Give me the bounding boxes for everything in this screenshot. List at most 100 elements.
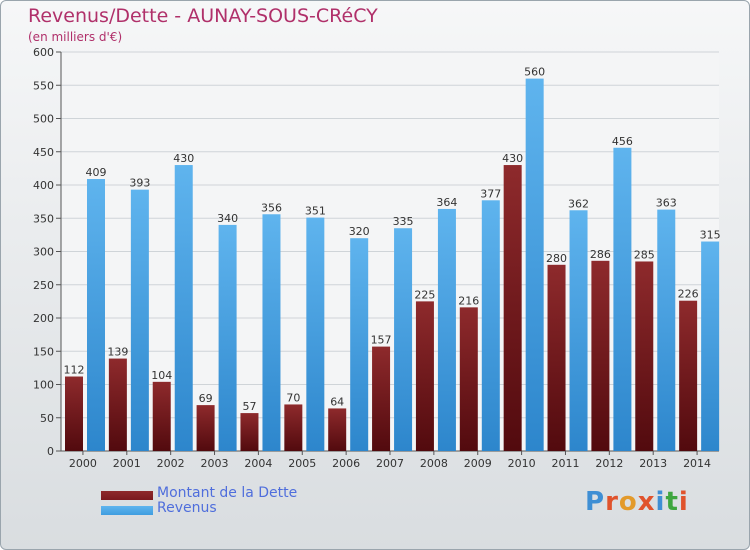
value-label-dette: 64 (330, 395, 344, 408)
bar-dette (459, 307, 478, 451)
value-label-revenus: 363 (656, 197, 677, 210)
y-tick-label: 200 (33, 312, 54, 325)
value-label-revenus: 335 (393, 215, 414, 228)
x-tick-label: 2005 (288, 457, 316, 470)
value-label-revenus: 430 (173, 152, 194, 165)
value-label-revenus: 315 (700, 229, 721, 242)
value-label-dette: 225 (414, 288, 435, 301)
bar-revenus (306, 217, 325, 451)
y-tick-label: 350 (33, 212, 54, 225)
x-tick-label: 2000 (69, 457, 97, 470)
x-tick-label: 2011 (551, 457, 579, 470)
value-label-revenus: 393 (129, 177, 150, 190)
chart-title: Revenus/Dette - AUNAY-SOUS-CRéCY (28, 5, 378, 27)
y-tick-label: 500 (33, 113, 54, 126)
x-tick-label: 2002 (157, 457, 185, 470)
y-tick-label: 100 (33, 379, 54, 392)
bar-dette (196, 405, 215, 451)
bar-revenus (525, 78, 544, 451)
value-label-dette: 112 (64, 364, 85, 377)
y-tick-label: 0 (47, 445, 54, 458)
legend-swatch-revenus (101, 506, 153, 515)
value-label-dette: 104 (151, 369, 172, 382)
value-label-revenus: 362 (568, 197, 589, 210)
value-label-revenus: 560 (524, 66, 545, 79)
bar-revenus (437, 208, 456, 451)
bar-dette (284, 404, 303, 451)
value-label-revenus: 356 (261, 201, 282, 214)
x-tick-label: 2008 (420, 457, 448, 470)
x-tick-label: 2013 (639, 457, 667, 470)
bar-revenus (262, 214, 281, 451)
logo-letter: x (637, 487, 656, 517)
x-tick-label: 2003 (201, 457, 229, 470)
value-label-dette: 286 (590, 248, 611, 261)
x-tick-label: 2007 (376, 457, 404, 470)
bar-dette (591, 260, 610, 451)
bar-revenus (569, 210, 588, 451)
value-label-dette: 226 (678, 288, 699, 301)
x-tick-label: 2012 (595, 457, 623, 470)
legend-swatch-dette (101, 491, 153, 500)
bar-revenus (657, 209, 676, 451)
bar-revenus (613, 147, 632, 451)
bar-dette (503, 165, 522, 452)
bar-dette (65, 376, 83, 451)
y-tick-label: 300 (33, 246, 54, 259)
x-tick-label: 2001 (113, 457, 141, 470)
bar-revenus (481, 200, 500, 451)
bar-revenus (174, 165, 193, 452)
logo-letter: t (665, 487, 679, 517)
bar-dette (635, 261, 654, 451)
logo-letter: P (585, 487, 606, 517)
y-tick-label: 450 (33, 146, 54, 159)
logo-letter: i (655, 487, 666, 517)
bar-revenus (350, 238, 369, 451)
bar-dette (679, 300, 698, 451)
x-tick-label: 2009 (464, 457, 492, 470)
bar-dette (328, 408, 347, 451)
bar-dette (547, 264, 566, 451)
bar-revenus (130, 189, 149, 451)
x-tick-label: 2006 (332, 457, 360, 470)
logo-letter: i (678, 487, 689, 517)
value-label-dette: 280 (546, 252, 567, 265)
value-label-dette: 285 (634, 248, 655, 261)
value-label-dette: 430 (502, 152, 523, 165)
bar-dette (152, 381, 171, 451)
value-label-revenus: 320 (349, 225, 370, 238)
x-tick-label: 2010 (508, 457, 536, 470)
value-label-revenus: 456 (612, 135, 633, 148)
bar-revenus (218, 224, 237, 451)
chart-subtitle: (en milliers d'€) (28, 30, 123, 44)
x-tick-label: 2004 (244, 457, 272, 470)
y-tick-label: 250 (33, 279, 54, 292)
value-label-dette: 216 (458, 294, 479, 307)
y-tick-label: 600 (33, 46, 54, 59)
bar-dette (240, 413, 259, 451)
y-tick-label: 50 (40, 412, 54, 425)
value-label-revenus: 340 (217, 212, 238, 225)
legend-label-revenus: Revenus (157, 500, 217, 516)
proxiti-logo: Proxiti (585, 487, 689, 517)
y-tick-label: 150 (33, 345, 54, 358)
value-label-dette: 139 (107, 346, 128, 359)
legend-label-dette: Montant de la Dette (157, 485, 298, 501)
logo-letter: o (618, 487, 638, 517)
value-label-dette: 157 (371, 334, 392, 347)
bar-dette (415, 301, 434, 451)
value-label-dette: 70 (286, 391, 300, 404)
bar-revenus (701, 241, 720, 451)
value-label-revenus: 351 (305, 205, 326, 218)
value-label-revenus: 377 (480, 187, 501, 200)
y-tick-label: 550 (33, 79, 54, 92)
y-tick-label: 400 (33, 179, 54, 192)
bar-revenus (394, 228, 413, 451)
x-tick-label: 2014 (683, 457, 711, 470)
value-label-revenus: 364 (436, 196, 457, 209)
bar-dette (372, 346, 391, 451)
value-label-dette: 69 (199, 392, 213, 405)
value-label-dette: 57 (242, 400, 256, 413)
